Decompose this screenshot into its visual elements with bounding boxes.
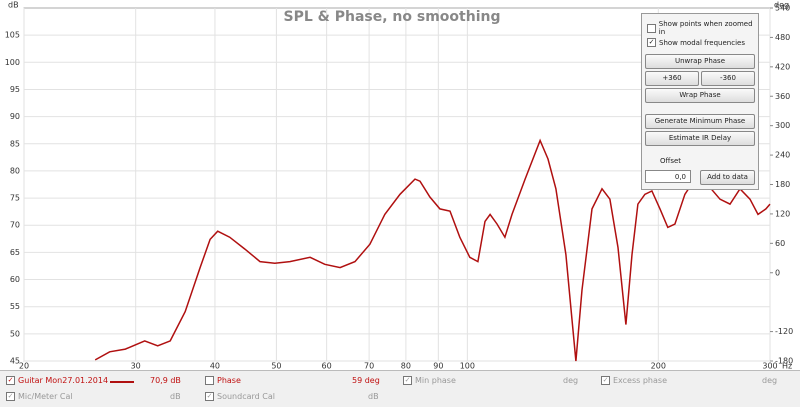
y2-tick-label: 300	[775, 121, 790, 130]
unit: deg	[762, 376, 778, 385]
series-name: Guitar Mon27.01.2014	[18, 376, 109, 385]
button[interactable]: Unwrap Phase	[645, 54, 755, 69]
x-tick-label: 30	[131, 362, 141, 371]
y-unit: dB	[8, 1, 19, 10]
x-tick-label: 60	[322, 362, 332, 371]
y2-tick-label: 120	[775, 209, 790, 218]
y2-tick-label: -180	[775, 357, 793, 366]
y2-tick-label: -120	[775, 327, 793, 336]
button[interactable]: -360	[701, 71, 755, 86]
readout: 59 deg	[352, 376, 380, 385]
y2-tick-label: 240	[775, 151, 790, 160]
button[interactable]: Wrap Phase	[645, 88, 755, 103]
y-tick-label: 95	[10, 85, 20, 94]
y2-tick-label: 360	[775, 92, 790, 101]
x-tick-label: 300	[762, 362, 777, 371]
y-tick-label: 75	[10, 194, 20, 203]
x-tick-label: 80	[401, 362, 411, 371]
bottom-panel: ✓ Guitar Mon27.01.2014 70,9 dB Phase 59 d…	[0, 370, 800, 407]
input[interactable]: 0,0	[645, 170, 691, 183]
label: Excess phase	[613, 376, 667, 385]
y-tick-label: 50	[10, 329, 20, 338]
x-tick-label: 20	[19, 362, 29, 371]
excess-phase-toggle[interactable]: ✓ Excess phase	[601, 376, 667, 385]
y2-tick-label: 0	[775, 268, 780, 277]
readout: 70,9 dB	[150, 376, 181, 385]
button[interactable]: Estimate IR Delay	[645, 131, 755, 146]
y2-tick-label: 180	[775, 180, 790, 189]
label: Offset	[660, 157, 682, 165]
y2-tick-label: 60	[775, 239, 785, 248]
y2-tick-label: 420	[775, 62, 790, 71]
y-tick-label: 70	[10, 221, 20, 230]
mic-cal-toggle[interactable]: ✓ Mic/Meter Cal	[6, 392, 73, 401]
label: Min phase	[415, 376, 456, 385]
y-tick-label: 60	[10, 275, 20, 284]
x-tick-label: 100	[460, 362, 475, 371]
grid	[23, 8, 771, 362]
y-tick-label: 90	[10, 112, 20, 121]
y-tick-label: 80	[10, 166, 20, 175]
checkbox[interactable]: Show points when zoomed in	[647, 20, 758, 36]
button[interactable]: Generate Minimum Phase	[645, 114, 755, 129]
button[interactable]: Add to data	[700, 170, 755, 185]
spl-line	[94, 138, 771, 362]
label: Show modal frequencies	[659, 38, 745, 47]
x-tick-label: 50	[271, 362, 281, 371]
chart-title: SPL & Phase, no smoothing	[284, 9, 501, 25]
y-tick-label: 100	[5, 58, 20, 67]
y-tick-label: 45	[10, 357, 20, 366]
unit: dB	[368, 392, 379, 401]
x-tick-label: 90	[433, 362, 443, 371]
control-panel: Show points when zoomed in ✓ Show modal f…	[641, 13, 759, 190]
legend-line	[110, 381, 134, 383]
x-unit: Hz	[782, 362, 792, 371]
x-tick-label: 40	[210, 362, 220, 371]
label: Soundcard Cal	[217, 392, 275, 401]
y2-unit: deg	[774, 1, 789, 10]
button[interactable]: +360	[645, 71, 699, 86]
label: Show points when zoomed in	[658, 20, 753, 36]
y-tick-label: 65	[10, 248, 20, 257]
checkbox[interactable]: ✓ Show modal frequencies	[647, 38, 745, 47]
unit: deg	[563, 376, 579, 385]
y-tick-label: 85	[10, 139, 20, 148]
label: Mic/Meter Cal	[18, 392, 73, 401]
y2-tick-label: 540	[775, 4, 790, 13]
y-tick-label: 55	[10, 302, 20, 311]
unit: dB	[170, 392, 181, 401]
y2-tick-label: 480	[775, 33, 790, 42]
phase-toggle[interactable]: Phase	[205, 376, 241, 385]
min-phase-toggle[interactable]: ✓ Min phase	[403, 376, 456, 385]
x-tick-label: 70	[364, 362, 374, 371]
soundcard-cal-toggle[interactable]: ✓ Soundcard Cal	[205, 392, 275, 401]
y-tick-label: 105	[5, 31, 20, 40]
series-toggle[interactable]: ✓ Guitar Mon27.01.2014	[6, 376, 109, 385]
x-tick-label: 200	[651, 362, 666, 371]
label: Phase	[217, 376, 241, 385]
